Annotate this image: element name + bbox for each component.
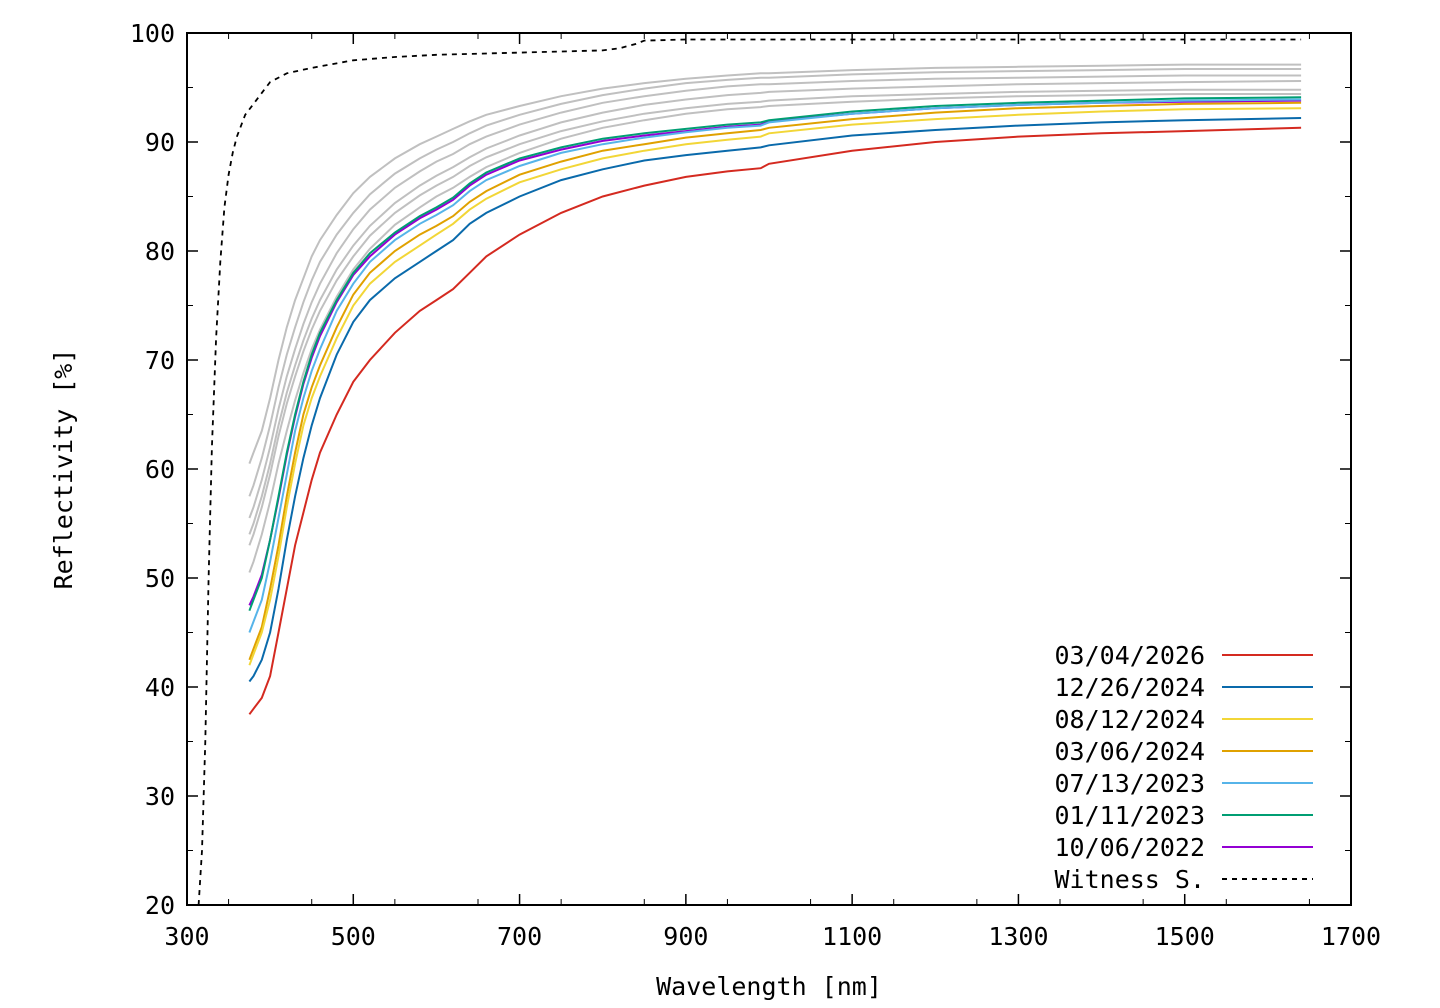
reference-line xyxy=(248,80,1302,535)
y-axis: 20 30 40 50 60 70 80 90 100 xyxy=(130,19,1351,920)
x-tick-label: 900 xyxy=(663,922,708,951)
reference-curves xyxy=(248,63,1302,573)
reference-line xyxy=(248,68,1302,497)
y-tick-label: 90 xyxy=(145,128,175,157)
series-line xyxy=(248,101,1302,661)
x-tick-label: 1500 xyxy=(1155,922,1215,951)
y-tick-label: 40 xyxy=(145,673,175,702)
x-axis-label: Wavelength [nm] xyxy=(656,972,882,1001)
reference-line xyxy=(248,88,1302,546)
series-line xyxy=(248,107,1302,666)
y-tick-label: 100 xyxy=(130,19,175,48)
x-tick-label: 700 xyxy=(497,922,542,951)
reference-line xyxy=(248,93,1302,573)
legend-label: 07/13/2023 xyxy=(1054,769,1205,798)
legend: 03/04/2026 12/26/2024 08/12/2024 03/06/2024… xyxy=(1054,641,1313,894)
series-line xyxy=(248,117,1302,683)
y-tick-label: 50 xyxy=(145,564,175,593)
reference-line xyxy=(248,63,1302,464)
legend-label: 03/06/2024 xyxy=(1054,737,1205,766)
legend-label: 10/06/2022 xyxy=(1054,833,1205,862)
y-tick-label: 70 xyxy=(145,346,175,375)
series-line xyxy=(248,98,1302,633)
y-tick-label: 80 xyxy=(145,237,175,266)
x-tick-label: 1300 xyxy=(988,922,1048,951)
y-tick-label: 20 xyxy=(145,891,175,920)
reference-line xyxy=(248,74,1302,519)
series-line xyxy=(248,126,1302,715)
y-axis-label: Reflectivity [%] xyxy=(49,349,78,590)
x-tick-label: 300 xyxy=(164,922,209,951)
x-tick-label: 1100 xyxy=(822,922,882,951)
legend-label: 08/12/2024 xyxy=(1054,705,1205,734)
series-curves xyxy=(197,38,1302,906)
x-tick-label: 500 xyxy=(331,922,376,951)
y-tick-label: 30 xyxy=(145,782,175,811)
legend-label: 01/11/2023 xyxy=(1054,801,1205,830)
y-tick-label: 60 xyxy=(145,455,175,484)
x-axis: 300 500 700 900 1100 1300 1500 1700 xyxy=(164,33,1381,951)
legend-label: Witness S. xyxy=(1054,865,1205,894)
series-line xyxy=(248,99,1302,606)
series-line xyxy=(248,96,1302,612)
legend-label: 12/26/2024 xyxy=(1054,673,1205,702)
series-line xyxy=(197,38,1302,906)
legend-label: 03/04/2026 xyxy=(1054,641,1205,670)
x-tick-label: 1700 xyxy=(1321,922,1381,951)
